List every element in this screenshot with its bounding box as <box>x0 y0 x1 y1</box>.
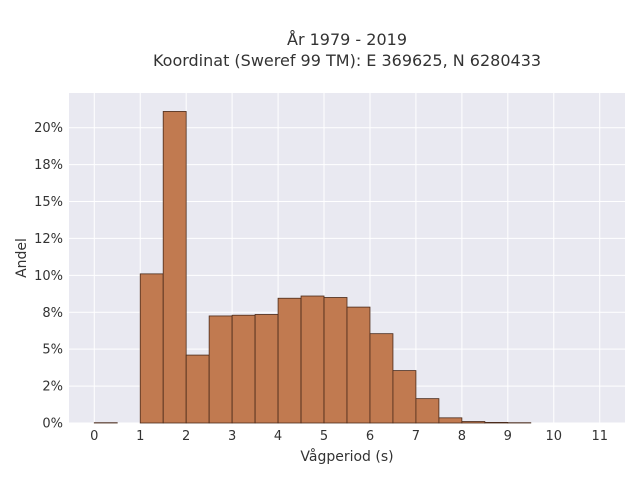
histogram-bar <box>484 422 509 424</box>
histogram-bar <box>392 370 417 424</box>
histogram-bar <box>231 314 256 424</box>
x-tick-label: 2 <box>182 429 190 444</box>
x-tick-label: 7 <box>412 429 420 444</box>
histogram-bar <box>277 297 302 424</box>
y-axis-label: Andel <box>14 238 30 278</box>
x-tick-label: 4 <box>274 429 282 444</box>
y-axis-ticks: 0% 2% 5% 8% 10% 12% 15% 18% 20% <box>34 121 63 431</box>
x-axis-ticks: 0 1 2 3 4 5 6 7 8 9 10 11 <box>90 429 608 444</box>
x-tick-label: 0 <box>90 429 98 444</box>
histogram-bar <box>461 421 486 424</box>
x-tick-label: 5 <box>320 429 328 444</box>
y-tick-label: 0% <box>42 417 63 432</box>
x-tick-label: 1 <box>136 429 144 444</box>
histogram-bar <box>254 314 279 424</box>
histogram-bar <box>208 315 233 424</box>
x-tick-label: 8 <box>458 429 466 444</box>
y-tick-label: 18% <box>34 158 63 173</box>
x-tick-label: 9 <box>504 429 512 444</box>
histogram-bar <box>346 306 371 424</box>
histogram-bar <box>438 417 463 424</box>
chart-title-line-1: År 1979 - 2019 <box>287 30 407 49</box>
x-tick-label: 11 <box>591 429 608 444</box>
histogram-bar <box>185 354 210 424</box>
x-tick-label: 6 <box>366 429 374 444</box>
x-tick-label: 10 <box>546 429 563 444</box>
y-tick-label: 5% <box>42 343 63 358</box>
x-tick-label: 3 <box>228 429 236 444</box>
x-axis-label: Vågperiod (s) <box>300 448 393 465</box>
histogram-bar <box>323 297 348 424</box>
y-tick-label: 2% <box>42 380 63 395</box>
histogram-bar <box>369 333 394 424</box>
histogram-bar <box>139 273 164 424</box>
y-tick-label: 15% <box>34 195 63 210</box>
bars <box>93 111 532 424</box>
histogram-bar <box>162 111 187 424</box>
y-tick-label: 12% <box>34 232 63 247</box>
y-tick-label: 20% <box>34 121 63 136</box>
histogram-bar <box>415 398 440 424</box>
y-tick-label: 10% <box>34 269 63 284</box>
histogram-bar <box>300 295 325 424</box>
y-tick-label: 8% <box>42 306 63 321</box>
chart-title-line-2: Koordinat (Sweref 99 TM): E 369625, N 62… <box>153 51 541 70</box>
